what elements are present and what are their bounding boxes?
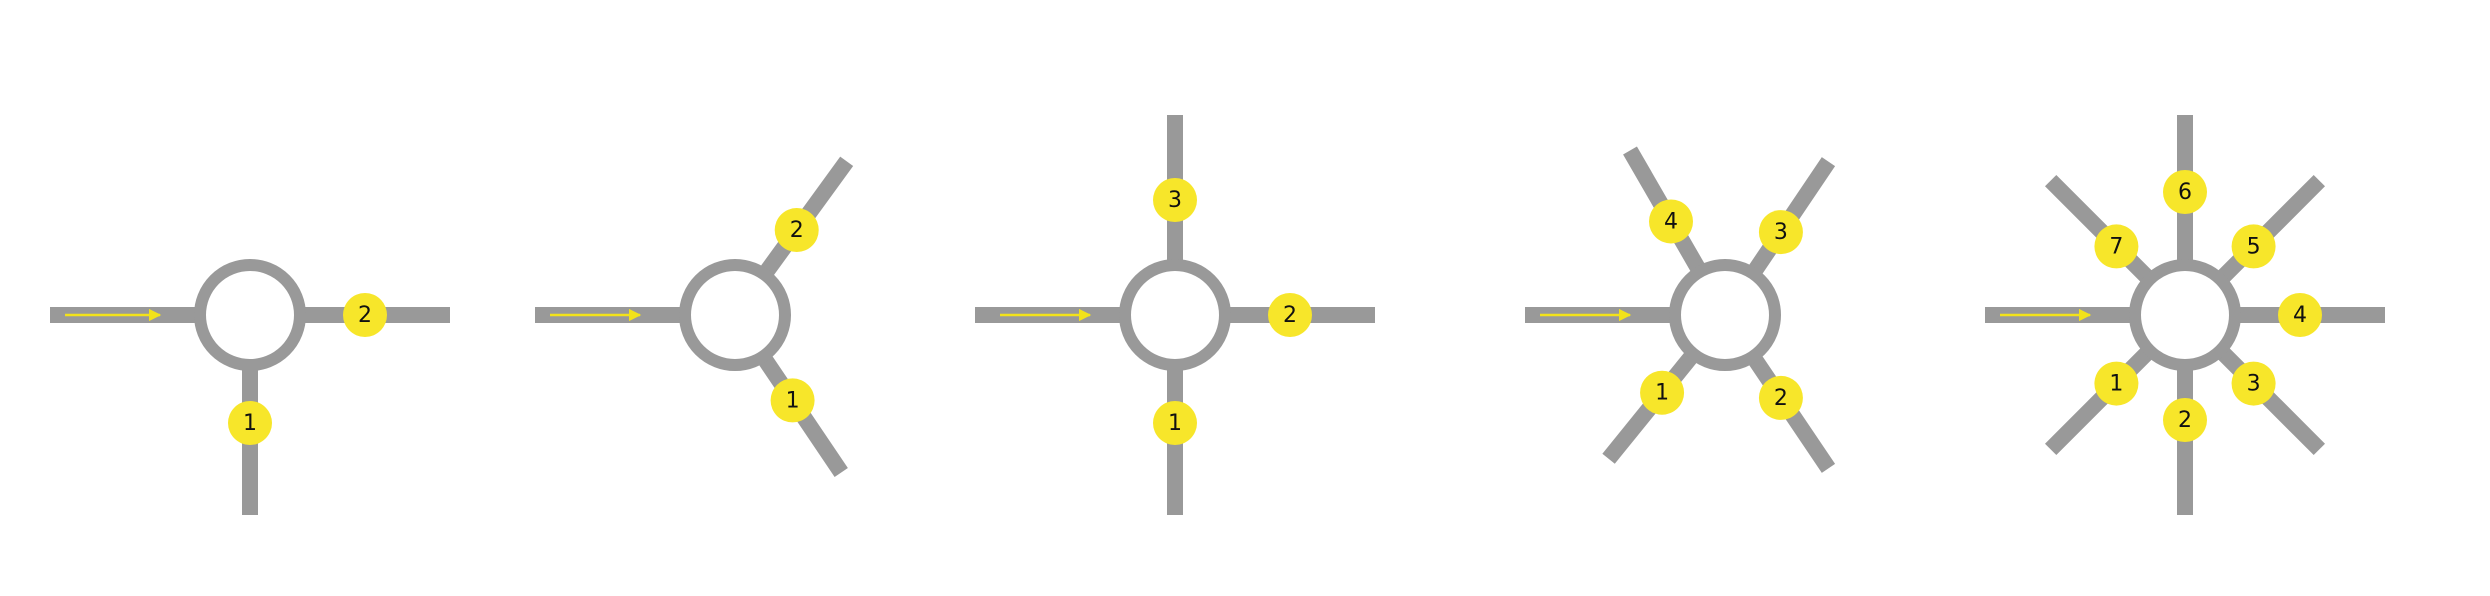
exit-road-south-east [2214,344,2326,456]
exit-marker-1: 1 [2094,361,2139,406]
exit-marker-3: 3 [1758,210,1803,255]
exit-number-label: 1 [786,388,800,413]
exit-number-label: 3 [1774,220,1788,245]
exit-marker-circle [228,401,272,445]
exit-marker-3: 3 [2231,361,2276,406]
exit-number-label: 6 [2178,180,2192,205]
exit-marker-circle [2231,224,2276,269]
exit-number-label: 2 [2178,408,2192,433]
exit-road-north-west [2044,174,2156,286]
roundabout-3-way-y: 12 [535,156,854,477]
exit-marker-1: 1 [1640,370,1685,415]
exit-marker-1: 1 [228,401,272,445]
exit-marker-circle [2163,398,2207,442]
exit-number-label: 3 [2247,372,2261,397]
exit-marker-circle [1758,375,1803,420]
exit-marker-circle [343,293,387,337]
roundabout-8-way: 1 2 3 4 5 6 7 [1985,115,2385,515]
exit-marker-4: 4 [1649,199,1693,244]
exit-marker-2: 2 [2163,398,2207,442]
exit-marker-2: 2 [343,293,387,337]
exit-number-label: 5 [2247,234,2261,259]
exit-number-label: 2 [1774,386,1788,411]
exit-marker-4: 4 [2278,293,2322,337]
roundabout-ring [679,259,791,371]
exit-marker-circle [1153,401,1197,445]
exit-marker-circle [770,378,815,423]
exit-marker-circle [774,208,819,253]
exit-marker-3: 3 [1153,178,1197,222]
roundabout-ring [2129,259,2241,371]
roundabout-4-way: 1 2 3 [975,115,1375,515]
exit-marker-2: 2 [774,208,819,253]
roundabout-ring [1119,259,1231,371]
exit-marker-7: 7 [2094,224,2139,269]
exit-number-label: 4 [2293,303,2307,328]
exit-marker-circle [1153,178,1197,222]
exit-number-label: 1 [243,411,257,436]
exit-marker-circle [2278,293,2322,337]
exit-road-north-east [2214,174,2326,286]
roundabout-5-way: 1 2 3 4 [1525,146,1836,473]
exit-number-label: 1 [2109,372,2123,397]
roundabout-ring [1669,259,1781,371]
exit-number-label: 4 [1664,209,1678,234]
exit-marker-1: 1 [1153,401,1197,445]
exit-number-label: 1 [1655,381,1669,406]
exit-number-label: 3 [1168,188,1182,213]
exit-marker-circle [1268,293,1312,337]
roundabout-ring [194,259,306,371]
exit-road-south-west [2044,344,2156,456]
exit-marker-circle [2163,170,2207,214]
exit-marker-6: 6 [2163,170,2207,214]
exit-marker-circle [2094,361,2139,406]
exit-marker-circle [1758,210,1803,255]
exit-marker-2: 2 [1268,293,1312,337]
exit-marker-circle [2094,224,2139,269]
exit-number-label: 2 [358,303,372,328]
exit-number-label: 1 [1168,411,1182,436]
exit-number-label: 2 [1283,303,1297,328]
exit-number-label: 7 [2109,234,2123,259]
roundabout-3-way-t: 12 [50,259,450,515]
exit-marker-circle [1640,370,1685,415]
exit-marker-circle [1649,199,1693,244]
exit-marker-5: 5 [2231,224,2276,269]
exit-marker-2: 2 [1758,375,1803,420]
exit-number-label: 2 [790,218,804,243]
exit-marker-circle [2231,361,2276,406]
exit-marker-1: 1 [770,378,815,423]
